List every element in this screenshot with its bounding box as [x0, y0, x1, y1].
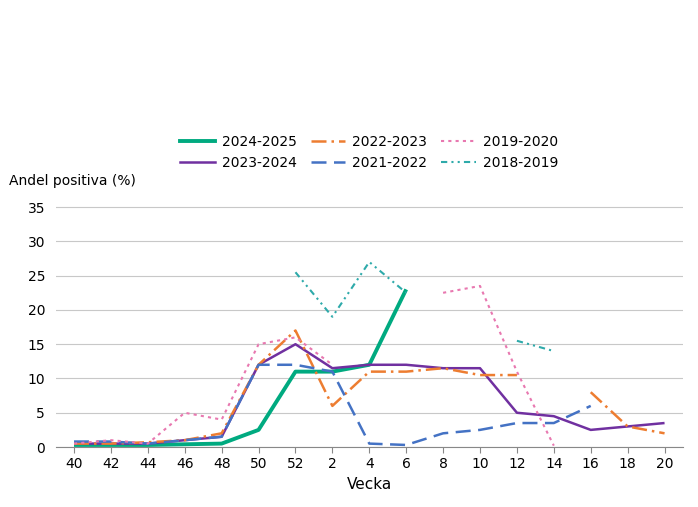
2021-2022 [107, 439, 115, 445]
2018-2019 [328, 314, 336, 320]
2023-2024 [181, 437, 189, 443]
2023-2024 [365, 361, 373, 368]
2019-2020 [254, 341, 262, 347]
2024-2025 [291, 369, 299, 375]
2021-2022 [549, 420, 558, 426]
2021-2022 [402, 442, 410, 448]
2018-2019 [402, 290, 410, 296]
2021-2022 [181, 437, 189, 443]
2019-2020 [328, 361, 336, 368]
2024-2025 [328, 369, 336, 375]
2021-2022 [218, 433, 226, 440]
2024-2025 [218, 441, 226, 447]
2018-2019 [365, 259, 373, 265]
2022-2023 [365, 369, 373, 375]
2024-2025 [181, 441, 189, 447]
2023-2024 [70, 441, 78, 447]
X-axis label: Vecka: Vecka [347, 477, 392, 492]
Text: Andel positiva (%): Andel positiva (%) [8, 174, 135, 188]
2021-2022 [291, 361, 299, 368]
2024-2025 [402, 286, 410, 293]
2019-2020 [291, 334, 299, 340]
2023-2024 [107, 441, 115, 447]
2022-2023 [402, 369, 410, 375]
2023-2024 [218, 433, 226, 440]
2022-2023 [291, 328, 299, 334]
2022-2023 [439, 365, 447, 371]
2021-2022 [70, 439, 78, 445]
Line: 2019-2020: 2019-2020 [74, 337, 332, 444]
2021-2022 [586, 403, 595, 409]
2019-2020 [144, 441, 152, 447]
2022-2023 [144, 439, 152, 445]
2019-2020 [181, 410, 189, 416]
2022-2023 [107, 441, 115, 447]
2023-2024 [254, 361, 262, 368]
Line: 2022-2023: 2022-2023 [74, 331, 517, 444]
2023-2024 [328, 365, 336, 371]
2023-2024 [402, 361, 410, 368]
2021-2022 [254, 361, 262, 368]
Line: 2023-2024: 2023-2024 [74, 344, 664, 444]
2019-2020 [218, 417, 226, 423]
2022-2023 [181, 437, 189, 443]
2019-2020 [107, 437, 115, 443]
2023-2024 [586, 427, 595, 433]
2021-2022 [144, 441, 152, 447]
2021-2022 [476, 427, 484, 433]
2018-2019 [291, 269, 299, 275]
2021-2022 [365, 441, 373, 447]
2021-2022 [328, 369, 336, 375]
2019-2020 [70, 441, 78, 447]
2023-2024 [623, 423, 632, 429]
Line: 2018-2019: 2018-2019 [295, 262, 406, 317]
Line: 2021-2022: 2021-2022 [74, 365, 591, 445]
2021-2022 [439, 430, 447, 437]
2023-2024 [513, 410, 521, 416]
2022-2023 [70, 441, 78, 447]
2023-2024 [439, 365, 447, 371]
2023-2024 [660, 420, 669, 426]
2023-2024 [476, 365, 484, 371]
2024-2025 [70, 442, 78, 448]
2022-2023 [218, 430, 226, 437]
2022-2023 [513, 372, 521, 378]
2023-2024 [549, 413, 558, 419]
2022-2023 [476, 372, 484, 378]
Line: 2024-2025: 2024-2025 [74, 289, 406, 445]
Legend: 2024-2025, 2023-2024, 2022-2023, 2021-2022, 2019-2020, 2018-2019: 2024-2025, 2023-2024, 2022-2023, 2021-20… [174, 129, 564, 175]
2022-2023 [328, 403, 336, 409]
2023-2024 [144, 441, 152, 447]
2024-2025 [365, 361, 373, 368]
2023-2024 [291, 341, 299, 347]
2024-2025 [254, 427, 262, 433]
2021-2022 [513, 420, 521, 426]
2022-2023 [254, 361, 262, 368]
2024-2025 [107, 442, 115, 448]
2024-2025 [144, 442, 152, 448]
